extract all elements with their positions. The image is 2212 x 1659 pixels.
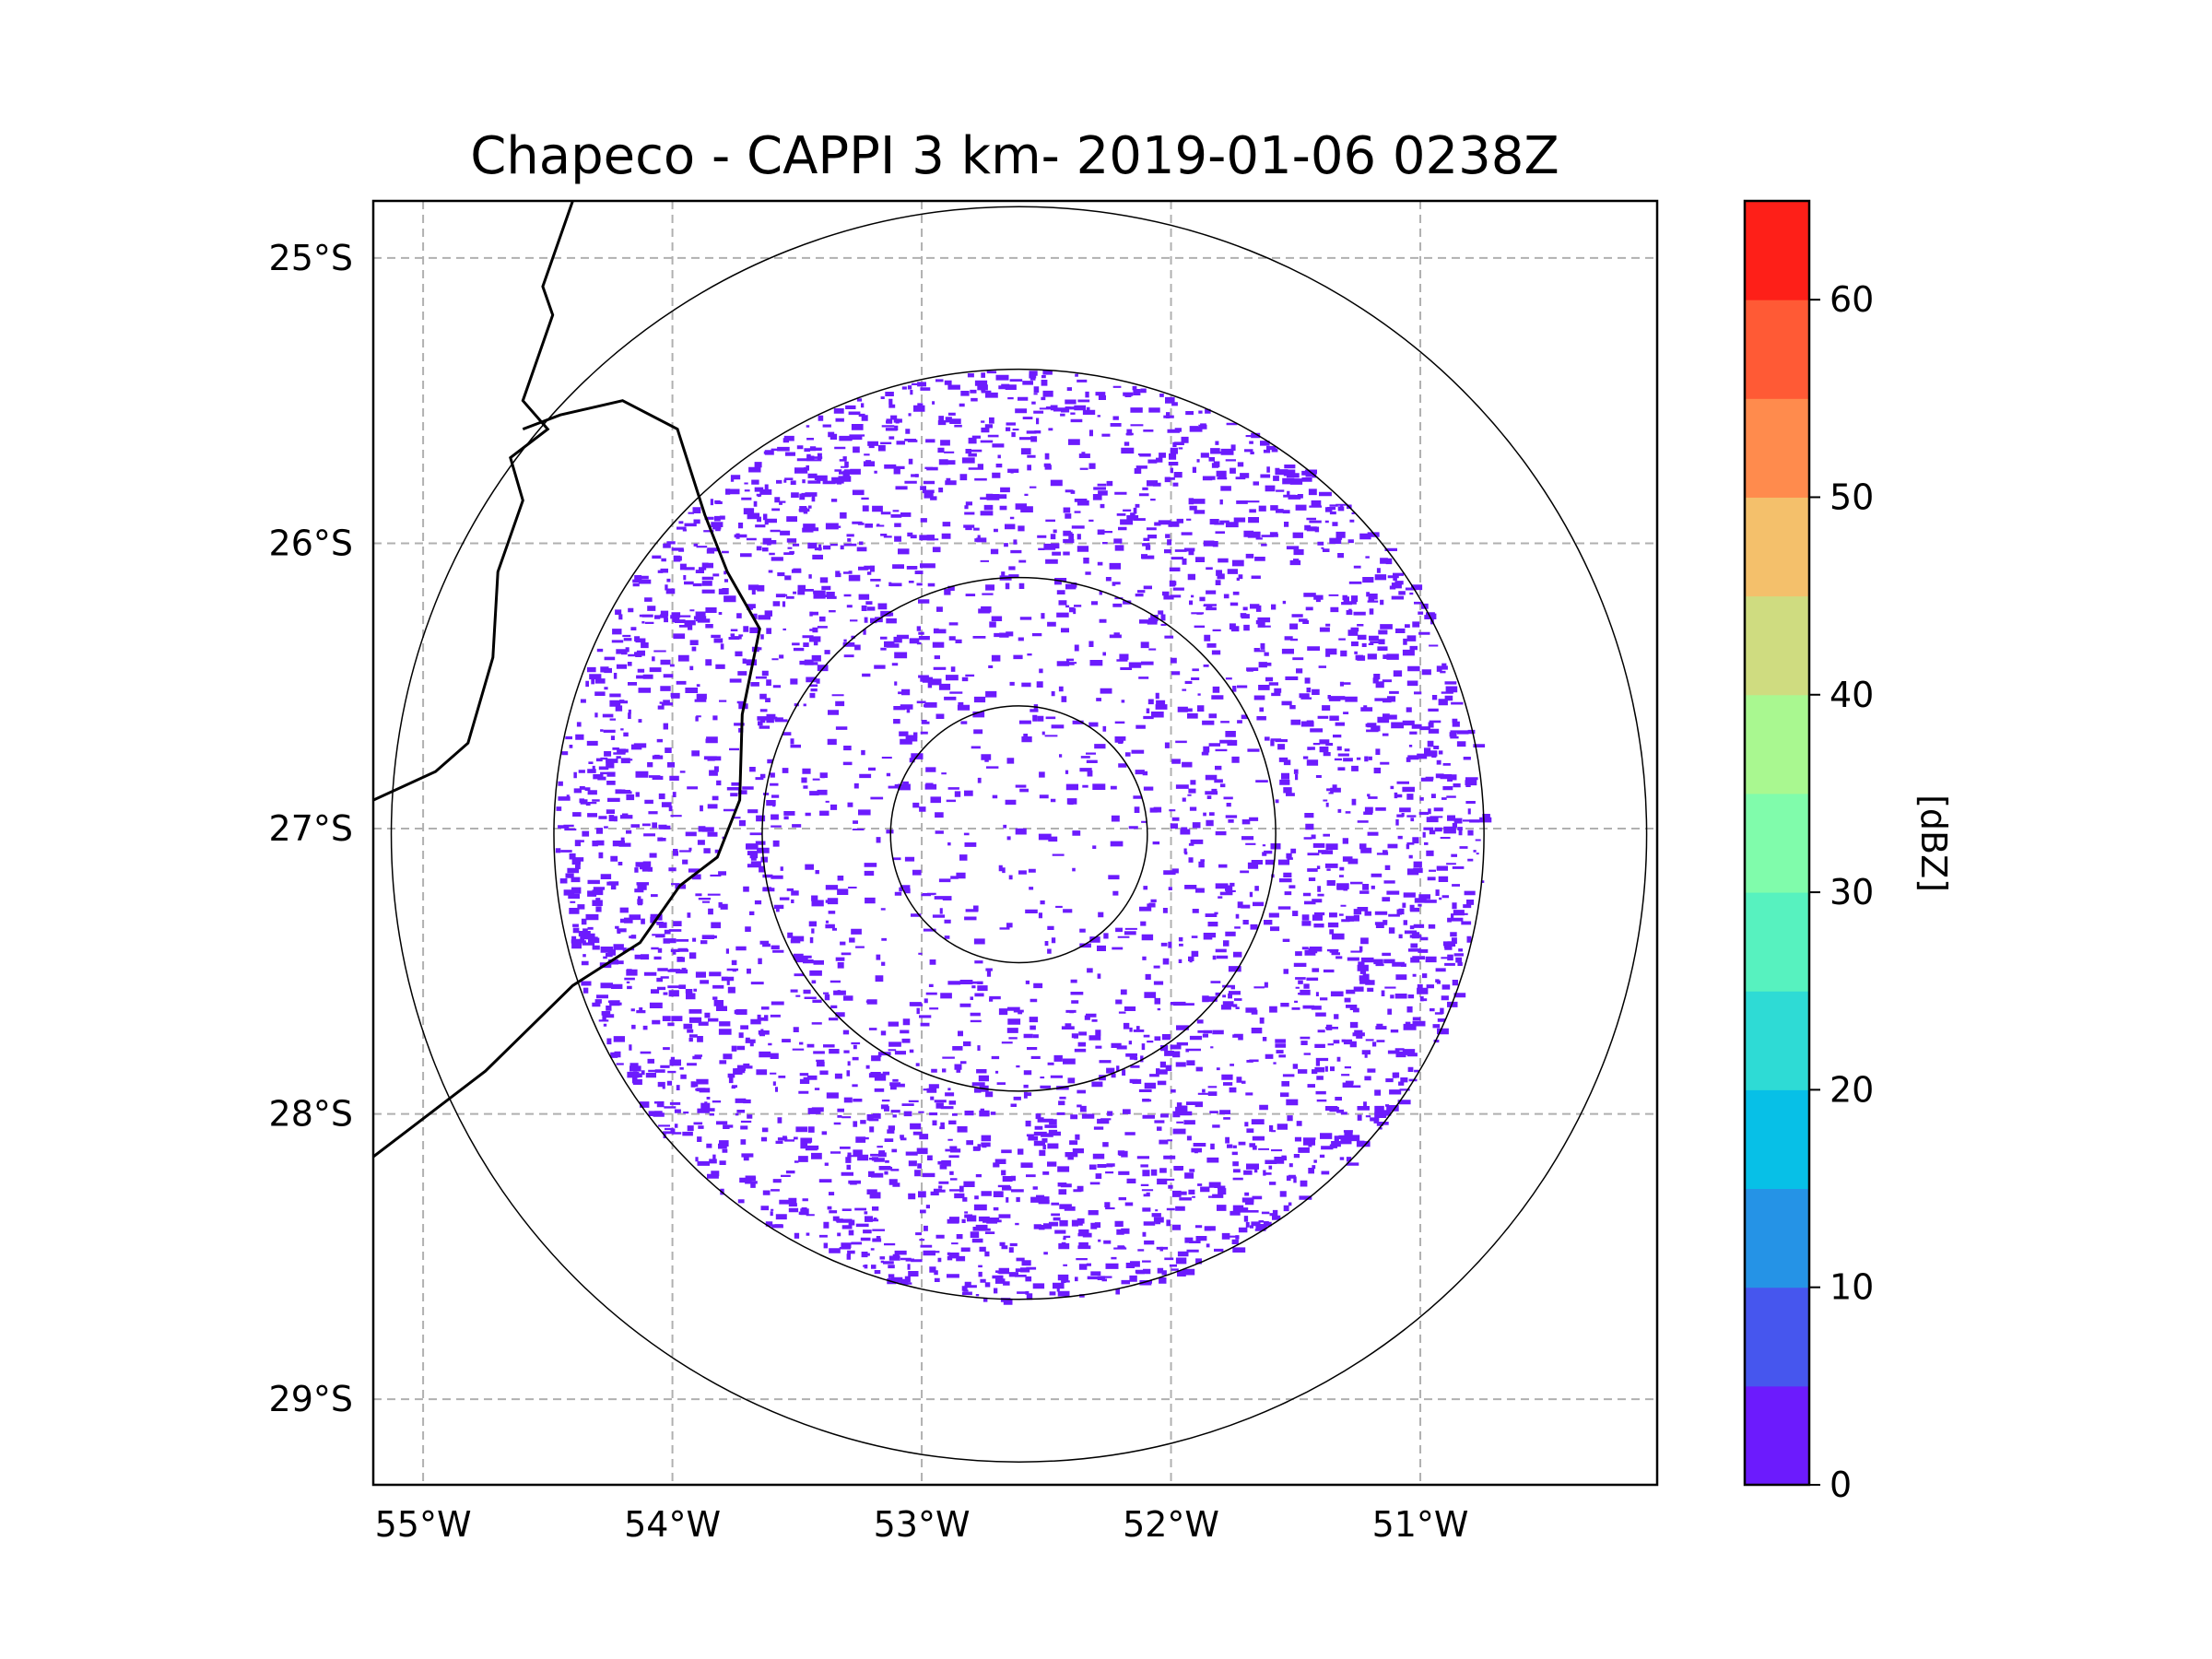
colorbar-ticks: 0 10 20 30 40 50 60: [1809, 279, 1874, 1505]
colorbar-level: [1745, 201, 1809, 300]
map-frame: [371, 199, 1659, 1487]
colorbar-level: [1745, 1188, 1809, 1288]
colorbar-level: [1745, 1287, 1809, 1387]
x-tick-label: 55°W: [375, 1504, 472, 1545]
colorbar-tick-label: 30: [1830, 872, 1874, 912]
range-ring: [390, 206, 1648, 1463]
colorbar-level: [1745, 497, 1809, 597]
x-tick-label: 54°W: [624, 1504, 721, 1545]
colorbar-levels: [1745, 201, 1809, 1486]
gridlines: [373, 201, 1657, 1485]
echo-speckles: [555, 370, 1492, 1305]
colorbar-level: [1745, 991, 1809, 1090]
y-tick-label: 27°S: [269, 808, 353, 849]
colorbar-level: [1745, 694, 1809, 794]
colorbar-frame: [1743, 199, 1811, 1487]
chart-title: Chapeco - CAPPI 3 km- 2019-01-06 0238Z: [470, 126, 1559, 186]
colorbar-level: [1745, 1089, 1809, 1190]
x-axis-tick-labels: 55°W 54°W 53°W 52°W 51°W: [375, 1504, 1469, 1545]
x-tick-label: 52°W: [1123, 1504, 1219, 1545]
colorbar-level: [1745, 300, 1809, 399]
border-paraguay-argentina: [373, 201, 574, 802]
y-tick-label: 29°S: [269, 1379, 353, 1419]
map-area: [371, 199, 1659, 1487]
x-tick-label: 51°W: [1372, 1504, 1469, 1545]
colorbar-tick-label: 0: [1830, 1465, 1852, 1505]
colorbar-tick-label: 20: [1830, 1069, 1874, 1110]
range-ring: [889, 705, 1148, 964]
colorbar-level: [1745, 398, 1809, 498]
y-tick-label: 25°S: [269, 238, 353, 278]
map-background: [373, 201, 1657, 1485]
colorbar-level: [1745, 892, 1809, 992]
colorbar-tick-label: 10: [1830, 1267, 1874, 1308]
range-rings: [390, 206, 1648, 1463]
y-axis-tick-labels: 25°S 26°S 27°S 28°S 29°S: [269, 238, 353, 1419]
border-argentina-brazil: [373, 399, 761, 1159]
range-ring: [553, 368, 1485, 1300]
range-ring: [761, 576, 1277, 1092]
colorbar-level: [1745, 1385, 1809, 1486]
colorbar-label: [dBZ]: [1913, 794, 1954, 892]
country-borders: [373, 201, 761, 1159]
colorbar-tick-label: 60: [1830, 279, 1874, 320]
radar-echoes: [555, 370, 1492, 1305]
colorbar-level: [1745, 793, 1809, 893]
colorbar: 0 10 20 30 40 50 60 [dBZ]: [1743, 199, 1954, 1505]
y-tick-label: 26°S: [269, 523, 353, 563]
x-tick-label: 53°W: [874, 1504, 971, 1545]
colorbar-level: [1745, 595, 1809, 696]
y-tick-label: 28°S: [269, 1094, 353, 1135]
colorbar-tick-label: 40: [1830, 675, 1874, 715]
colorbar-tick-label: 50: [1830, 477, 1874, 517]
